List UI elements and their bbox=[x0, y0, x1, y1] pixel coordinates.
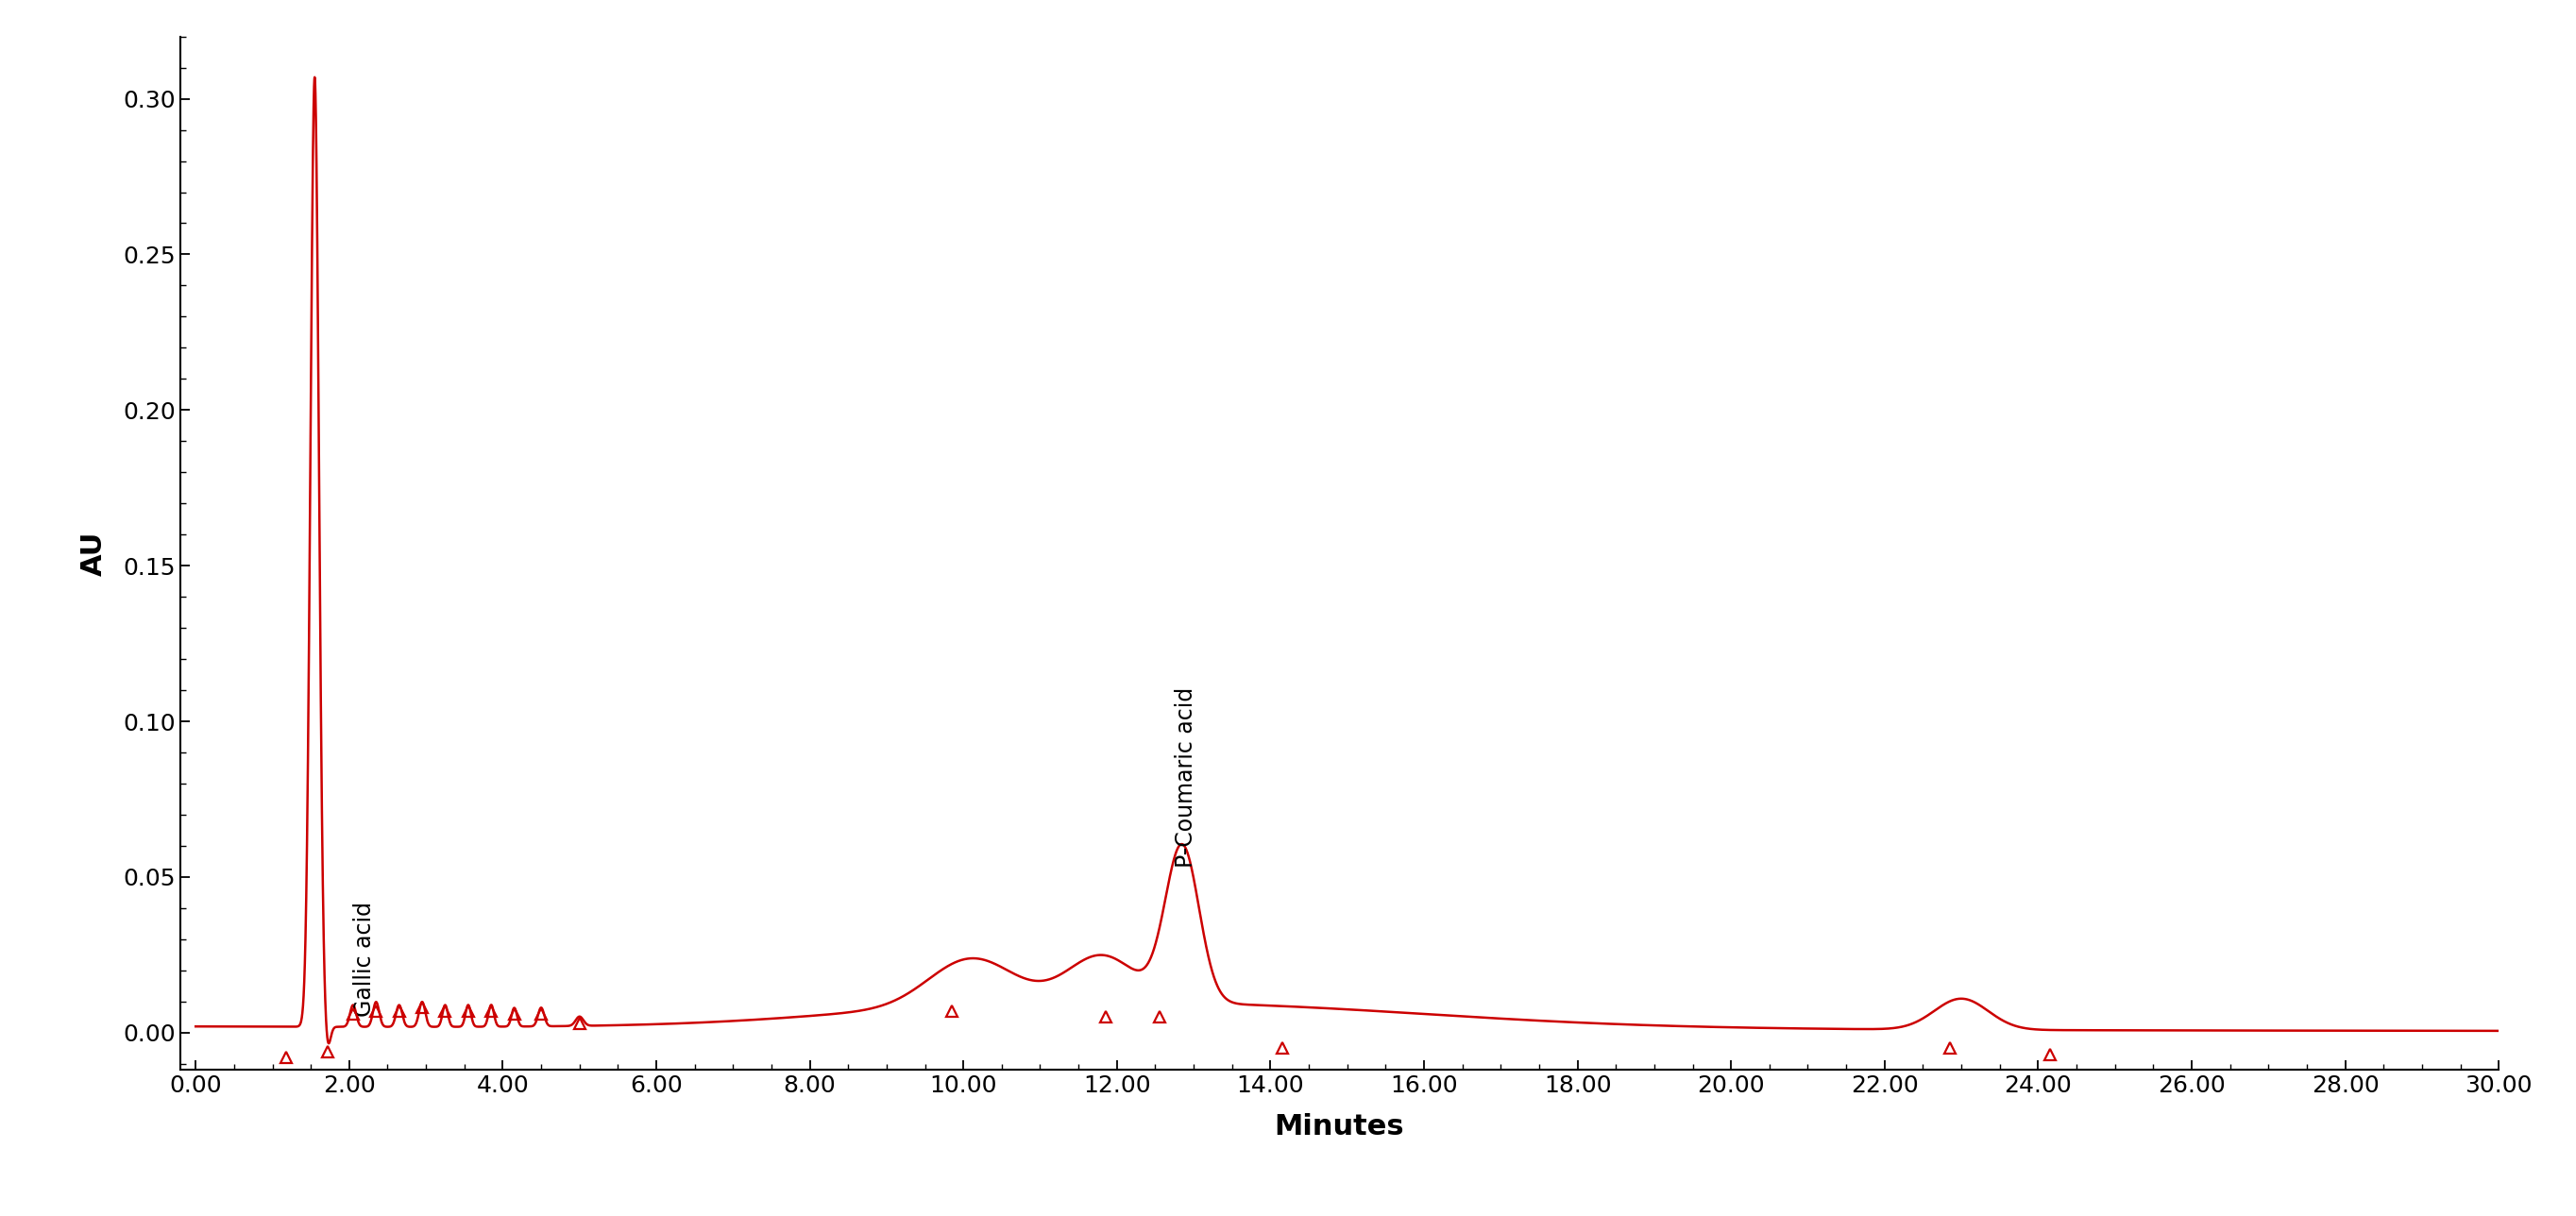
Text: Gallic acid: Gallic acid bbox=[353, 902, 376, 1017]
Text: P-Coumaric acid: P-Coumaric acid bbox=[1175, 687, 1198, 868]
X-axis label: Minutes: Minutes bbox=[1275, 1113, 1404, 1141]
Y-axis label: AU: AU bbox=[80, 531, 108, 575]
